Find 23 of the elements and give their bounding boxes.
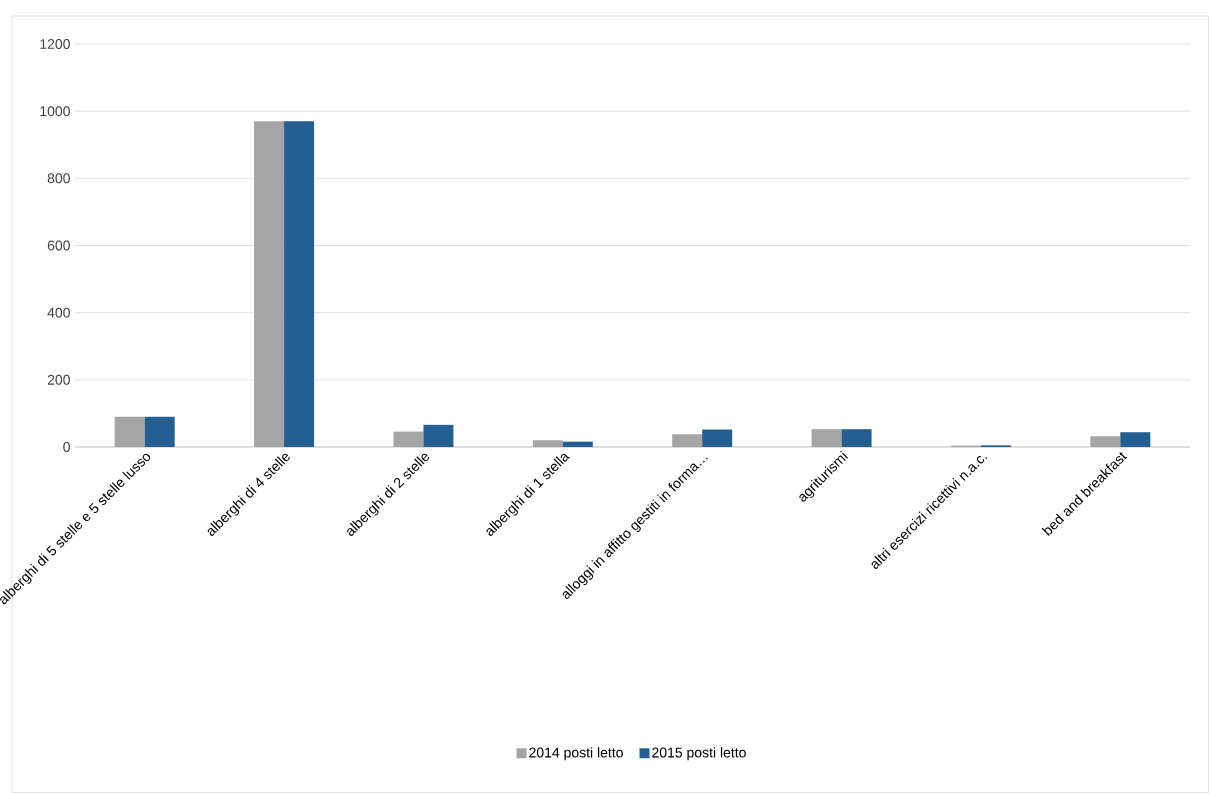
- bar: [393, 431, 424, 447]
- bar: [841, 429, 872, 447]
- bar: [1120, 432, 1151, 447]
- y-tick-label: 1200: [40, 39, 70, 49]
- bar: [423, 424, 454, 447]
- bar: [811, 429, 842, 447]
- bar: [114, 416, 145, 447]
- bar: [1090, 436, 1121, 447]
- bar: [254, 121, 285, 447]
- bar: [702, 429, 733, 447]
- y-tick-label: 400: [47, 307, 70, 318]
- legend-label: 2015 posti letto: [652, 747, 746, 761]
- bar: [284, 121, 315, 447]
- legend-label: 2014 posti letto: [529, 747, 623, 761]
- bar: [144, 416, 175, 447]
- y-tick-label: 600: [47, 240, 70, 251]
- bar: [672, 434, 703, 447]
- y-tick-label: 1000: [40, 106, 70, 117]
- bar: [562, 441, 593, 447]
- y-tick-label: 800: [47, 173, 70, 184]
- y-tick-label: 0: [63, 442, 70, 452]
- y-tick-label: 200: [47, 374, 70, 385]
- bar: [532, 440, 563, 447]
